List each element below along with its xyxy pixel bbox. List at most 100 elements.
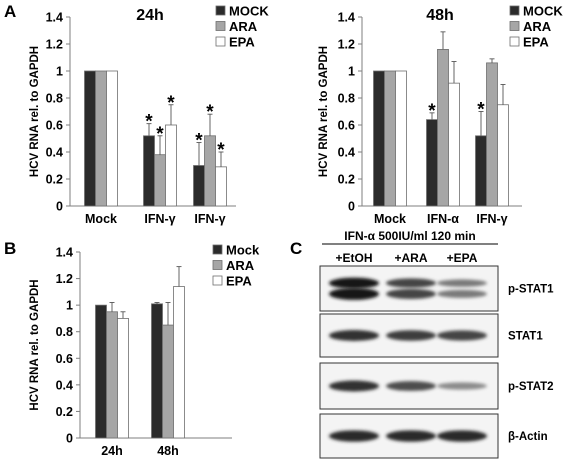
y-tick-label: 0	[66, 432, 73, 446]
bar	[193, 165, 205, 207]
blot-band	[437, 289, 487, 298]
significance-marker: *	[145, 112, 153, 133]
bar	[151, 303, 163, 439]
x-tick-label: IFN-γ	[194, 212, 225, 226]
significance-marker: *	[167, 93, 175, 114]
western-blot: IFN-α 500IU/ml 120 min +EtOH +ARA +EPA p-STA…	[319, 229, 554, 459]
legend-label: EPA	[523, 35, 549, 50]
y-tick-label: 0.6	[56, 352, 73, 366]
y-tick-label: 1	[66, 299, 73, 313]
y-tick-label: 1.2	[56, 272, 73, 286]
bar	[486, 62, 498, 207]
chart-b: HCV RNA rel. to GAPDH 0 0.2 0.4 0.6 0.8 1 1.2 1.…	[29, 243, 260, 459]
legend-swatch	[509, 21, 520, 31]
bar	[165, 124, 177, 207]
legend-label: ARA	[226, 258, 255, 273]
significance-marker: *	[206, 102, 214, 123]
y-tick-label: 0	[348, 200, 355, 214]
bar	[384, 70, 396, 207]
blot-lane-label: +EtOH	[335, 251, 372, 265]
y-tick-label: 0.4	[56, 378, 73, 392]
bar	[143, 135, 155, 207]
y-tick-label: 1.2	[338, 38, 355, 52]
x-tick-label: Mock	[374, 212, 406, 226]
blot-band	[329, 277, 379, 289]
x-tick-label: IFN-α	[427, 212, 459, 226]
blot-row-label: STAT1	[508, 331, 543, 343]
y-tick-label: 0.8	[338, 92, 355, 106]
legend-label: EPA	[229, 35, 255, 50]
panel-letter-b: B	[4, 239, 16, 258]
chart-48h: 48h HCV RNA rel. to GAPDH 0 0.2 0.4 0.6 0.8 1 1.…	[318, 4, 563, 227]
blot-band	[437, 330, 487, 341]
significance-marker: *	[217, 140, 225, 161]
x-tick-label: 48h	[157, 444, 179, 458]
x-tick-label: IFN-γ	[144, 212, 175, 226]
blot-row-label: β-Actin	[508, 431, 548, 443]
y-axis-label: HCV RNA rel. to GAPDH	[29, 46, 41, 177]
y-tick-label: 0.4	[46, 146, 63, 160]
bar	[497, 104, 509, 207]
bar	[475, 135, 487, 207]
panel-letter-a: A	[4, 2, 16, 21]
y-axis-label: HCV RNA rel. to GAPDH	[29, 279, 41, 410]
blot-row-label: p-STAT1	[508, 284, 554, 296]
bar	[448, 82, 460, 207]
legend-swatch	[215, 36, 226, 47]
blot-band	[329, 330, 379, 341]
legend-label: MOCK	[229, 4, 269, 19]
blot-header: IFN-α 500IU/ml 120 min	[344, 229, 475, 243]
panel-letter-c: C	[290, 239, 302, 258]
y-tick-label: 0.2	[46, 173, 63, 187]
legend-swatch	[509, 5, 520, 16]
y-tick-label: 0.4	[338, 146, 355, 160]
blot-row-label: p-STAT2	[508, 381, 554, 393]
y-tick-label: 0	[56, 200, 63, 214]
blot-band	[329, 380, 379, 392]
chart-title: 48h	[426, 7, 454, 24]
y-tick-label: 1.4	[338, 11, 355, 25]
bar	[173, 286, 185, 439]
blot-lane-label: +EPA	[447, 251, 478, 265]
legend-label: MOCK	[523, 4, 563, 19]
legend-label: ARA	[523, 19, 552, 34]
legend-swatch	[215, 21, 226, 31]
y-tick-label: 0.8	[46, 92, 63, 106]
significance-marker: *	[195, 131, 203, 152]
significance-marker: *	[428, 101, 436, 122]
y-tick-label: 0.6	[338, 119, 355, 133]
significance-marker: *	[477, 100, 485, 121]
bar	[106, 70, 118, 207]
significance-marker: *	[156, 124, 164, 145]
bar	[204, 135, 216, 207]
blot-band	[386, 288, 436, 299]
y-tick-label: 0.8	[56, 325, 73, 339]
y-tick-label: 1	[348, 65, 355, 79]
bar	[84, 70, 96, 207]
y-tick-label: 1.2	[46, 38, 63, 52]
bar	[95, 304, 107, 439]
chart-title: 24h	[136, 7, 164, 24]
blot-band	[329, 430, 379, 442]
legend-swatch	[212, 260, 223, 270]
legend-label: ARA	[229, 19, 258, 34]
blot-band	[437, 430, 487, 442]
bar	[162, 324, 174, 439]
legend-label: Mock	[226, 243, 260, 258]
y-tick-label: 1	[56, 65, 63, 79]
bar	[215, 166, 227, 207]
blot-band	[386, 330, 436, 341]
blot-band	[386, 278, 436, 288]
bar	[395, 70, 407, 207]
blot-band	[329, 287, 379, 300]
bar	[106, 311, 118, 439]
blot-band	[386, 430, 436, 442]
blot-band	[437, 382, 487, 390]
legend-swatch	[212, 275, 223, 286]
x-tick-label: IFN-γ	[476, 212, 507, 226]
bar	[154, 154, 166, 207]
legend-swatch	[212, 244, 223, 255]
y-tick-label: 1.4	[46, 11, 63, 25]
blot-band	[437, 279, 487, 287]
